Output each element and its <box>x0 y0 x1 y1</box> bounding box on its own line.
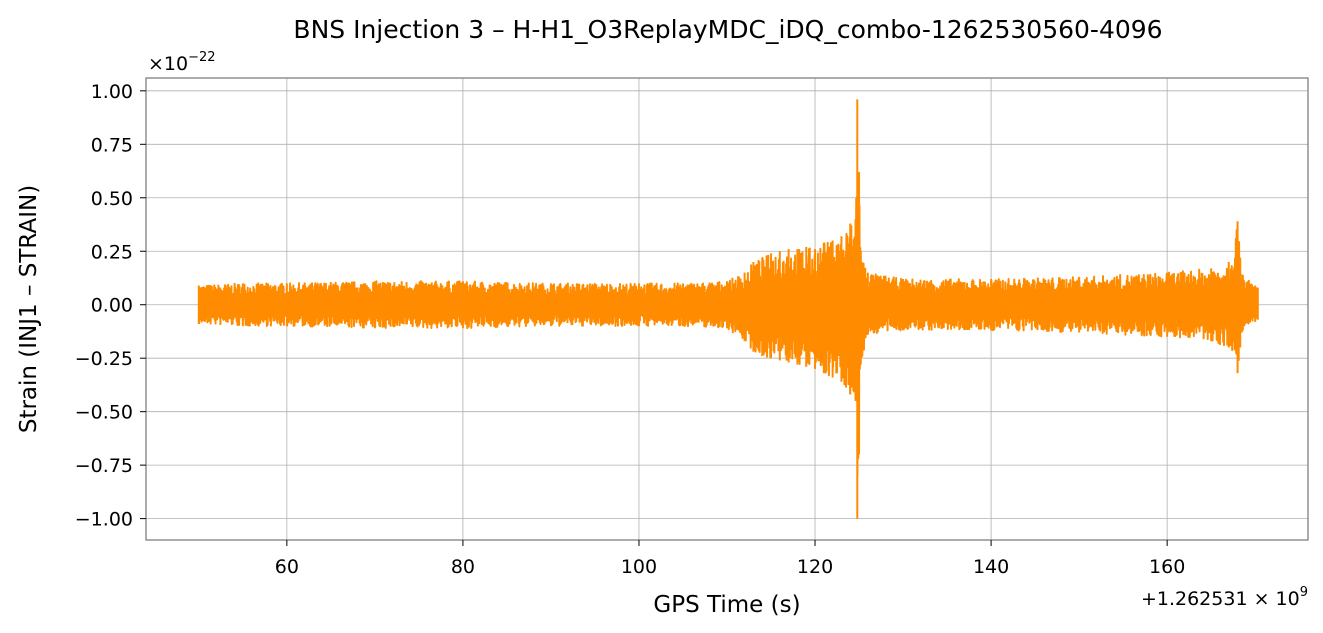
x-tick-label: 80 <box>451 556 475 578</box>
x-axis-offset: +1.262531 × 109 <box>1141 585 1308 610</box>
x-axis-ticks: 60 80 100 120 140 160 <box>275 540 1185 578</box>
y-tick-label: 1.00 <box>91 81 133 103</box>
y-tick-label: −0.75 <box>75 455 133 477</box>
y-tick-label: 0.75 <box>91 134 133 156</box>
x-axis-label: GPS Time (s) <box>653 592 800 618</box>
x-tick-label: 120 <box>797 556 833 578</box>
y-tick-label: 0.00 <box>91 295 133 317</box>
x-tick-label: 160 <box>1149 556 1185 578</box>
plot-area <box>197 99 1259 519</box>
y-tick-label: 0.25 <box>91 241 133 263</box>
series-strain-line <box>197 99 1259 519</box>
y-tick-label: 0.50 <box>91 188 133 210</box>
chart-title: BNS Injection 3 – H-H1_O3ReplayMDC_iDQ_c… <box>293 15 1162 44</box>
x-tick-label: 140 <box>973 556 1009 578</box>
y-tick-label: −0.50 <box>75 402 133 424</box>
y-tick-label: −1.00 <box>75 509 133 531</box>
x-tick-label: 60 <box>275 556 299 578</box>
y-tick-label: −0.25 <box>75 348 133 370</box>
x-tick-label: 100 <box>621 556 657 578</box>
plot-frame <box>145 77 1309 541</box>
y-axis-ticks: 1.00 0.75 0.50 0.25 0.00 −0.25 −0.50 −0.75 −1.00 <box>75 81 146 531</box>
y-axis-scale-factor: ×10−22 <box>148 50 216 75</box>
y-axis-label: Strain (INJ1 – STRAIN) <box>16 185 42 433</box>
